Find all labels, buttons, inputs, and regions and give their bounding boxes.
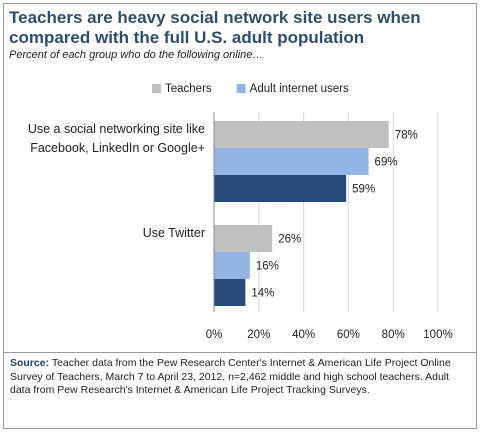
bar xyxy=(214,121,389,148)
chart-frame xyxy=(3,3,477,429)
data-label: 14% xyxy=(251,288,274,300)
chart-subtitle: Percent of each group who do the followi… xyxy=(9,49,264,61)
source-note: Source: Teacher data from the Pew Resear… xyxy=(10,357,472,398)
bar-chart: 0% 20% 40% 60% 80% 100% Teachers Adult internet… xyxy=(28,83,453,341)
category-label: Facebook, LinkedIn or Google+ xyxy=(30,141,205,155)
bar xyxy=(214,252,250,279)
x-tick-label: 20% xyxy=(247,329,270,341)
bar xyxy=(214,225,273,252)
bar xyxy=(214,279,246,306)
bar xyxy=(214,148,369,175)
chart-title: Teachers are heavy social network site u… xyxy=(9,8,421,47)
data-label: 78% xyxy=(395,130,418,142)
legend-label: Adult internet users xyxy=(250,83,349,95)
bar xyxy=(214,175,347,202)
x-tick-label: 60% xyxy=(337,329,360,341)
category-label: Use Twitter xyxy=(143,226,205,240)
x-tick-label: 0% xyxy=(206,329,223,341)
data-label: 26% xyxy=(278,234,301,246)
legend-swatch xyxy=(236,84,246,93)
legend-label: Teachers xyxy=(165,83,212,95)
data-label: 59% xyxy=(352,184,375,196)
x-tick-label: 40% xyxy=(292,329,315,341)
source-label: Source: xyxy=(10,357,50,369)
data-label: 16% xyxy=(256,261,279,273)
data-label: 69% xyxy=(375,157,398,169)
x-tick-label: 100% xyxy=(423,329,452,341)
x-tick-label: 80% xyxy=(382,329,405,341)
source-text: Teacher data from the Pew Research Cente… xyxy=(10,357,451,396)
legend-swatch xyxy=(152,84,161,93)
source-divider xyxy=(3,352,477,353)
category-label: Use a social networking site like xyxy=(28,122,205,136)
